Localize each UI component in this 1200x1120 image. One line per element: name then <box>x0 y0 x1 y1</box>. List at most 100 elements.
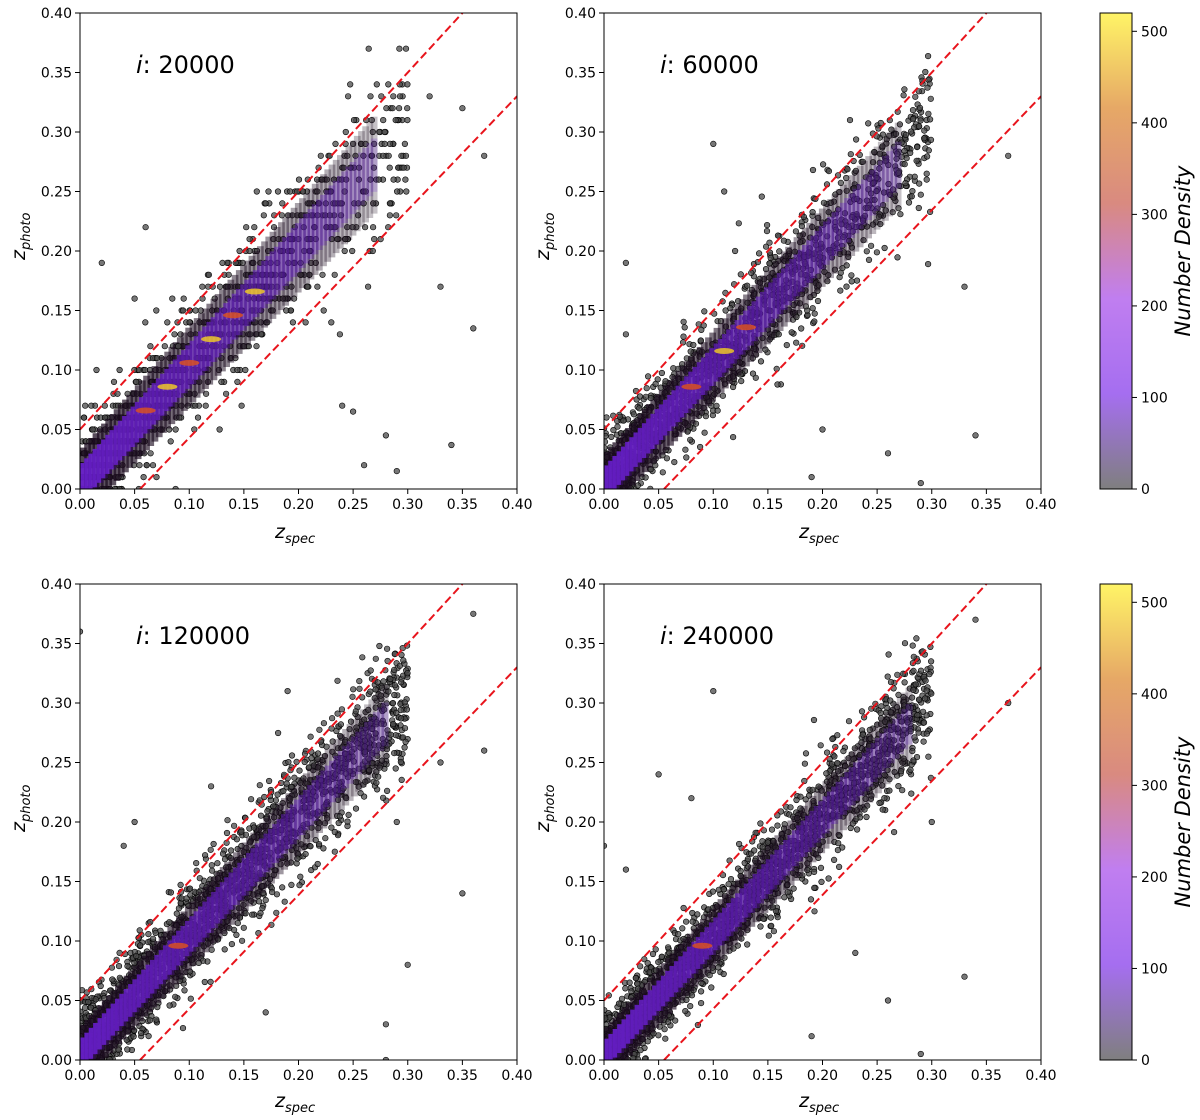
density-cell <box>743 310 750 351</box>
scatter-point <box>683 454 690 461</box>
scatter-point <box>850 185 858 192</box>
outlier-point <box>262 1009 269 1016</box>
density-cell <box>696 362 704 400</box>
scatter-point <box>924 52 932 60</box>
scatter-point <box>373 81 380 88</box>
scatter-point <box>365 45 372 52</box>
scatter-point <box>240 343 248 350</box>
scatter-point <box>798 223 806 230</box>
scatter-point <box>670 365 677 372</box>
scatter-point <box>814 297 822 305</box>
density-cell <box>307 209 315 259</box>
density-cell <box>709 348 716 386</box>
scatter-point <box>922 68 929 76</box>
y-tick-label: 0.35 <box>41 66 72 82</box>
scatter-point <box>274 259 281 267</box>
x-tick-label: 0.00 <box>588 497 619 513</box>
y-axis-label-2: zphoto <box>532 212 558 261</box>
scatter-point <box>386 140 394 147</box>
scatter-point <box>840 249 848 256</box>
scatter-point <box>147 450 154 457</box>
scatter-point <box>868 168 875 175</box>
scatter-point <box>235 905 242 912</box>
scatter-point <box>792 228 800 235</box>
scatter-point <box>657 384 664 391</box>
density-cell <box>370 116 378 214</box>
scatter-point <box>894 150 901 157</box>
scatter-point <box>909 106 917 114</box>
scatter-point <box>258 331 265 338</box>
scatter-point <box>342 236 349 243</box>
scatter-point <box>216 283 224 290</box>
scatter-point <box>177 881 184 889</box>
scatter-point <box>314 212 321 219</box>
scatter-point <box>186 885 194 892</box>
scatter-point <box>852 136 860 143</box>
density-cell <box>835 207 843 252</box>
scatter-point <box>825 272 832 279</box>
scatter-point <box>881 244 888 252</box>
panel-label-2: i: 60000 <box>660 51 759 79</box>
x-axis-label-3: zspec <box>274 1090 315 1116</box>
density-cell <box>337 155 344 249</box>
y-tick-label: 0.25 <box>41 756 72 772</box>
scatter-point <box>811 318 818 325</box>
scatter-point <box>243 224 250 231</box>
scatter-point <box>762 243 770 250</box>
scatter-point <box>815 273 822 280</box>
scatter-point <box>381 128 388 136</box>
scatter-point <box>879 131 887 138</box>
x-tick-label: 0.30 <box>916 497 947 513</box>
density-cell <box>873 146 881 230</box>
scatter-point <box>374 752 381 759</box>
scatter-point <box>288 752 296 759</box>
scatter-point <box>133 378 140 386</box>
scatter-point <box>323 224 330 231</box>
y-tick-label: 0.05 <box>41 994 72 1010</box>
scatter-point <box>340 164 347 171</box>
scatter-point <box>259 271 266 278</box>
scatter-point <box>391 682 399 689</box>
density-cell <box>759 291 767 333</box>
density-cell <box>667 395 674 431</box>
scatter-point <box>216 426 223 433</box>
density-cell <box>181 350 188 394</box>
scatter-point <box>701 429 708 436</box>
scatter-point <box>756 279 764 286</box>
panel-2: 0.00 0.05 0.10 0.15 0.20 0.25 0.30 0.35 0.40 0.0… <box>532 6 1057 547</box>
outlier-point <box>153 474 160 481</box>
scatter-point <box>288 283 295 290</box>
scatter-point <box>875 213 883 220</box>
scatter-point <box>367 176 374 183</box>
y-tick-label: 0.05 <box>41 423 72 439</box>
scatter-point <box>895 205 902 212</box>
scatter-point <box>790 885 797 892</box>
scatter-point <box>608 433 615 441</box>
density-cell <box>223 303 230 349</box>
scatter-point <box>323 743 330 750</box>
density-cell <box>214 312 222 358</box>
scatter-point <box>870 179 877 187</box>
outlier-point <box>284 687 291 695</box>
scatter-point <box>809 305 816 312</box>
y-tick-label: 0.35 <box>41 637 72 653</box>
scatter-point <box>900 92 907 99</box>
scatter-point <box>335 819 342 827</box>
scatter-point <box>372 655 379 662</box>
density-cell <box>324 190 332 241</box>
scatter-point <box>329 715 336 722</box>
outlier-point <box>470 325 477 332</box>
density-cell <box>151 383 159 425</box>
outlier-point <box>437 759 444 766</box>
scatter-point <box>135 366 143 374</box>
scatter-point <box>873 174 880 182</box>
scatter-point <box>785 295 792 302</box>
scatter-point <box>301 750 309 757</box>
scatter-point <box>380 152 387 159</box>
scatter-point <box>320 845 327 852</box>
density-cell <box>882 155 889 202</box>
y-tick-label: 0.10 <box>565 363 596 379</box>
density-cell <box>341 150 348 245</box>
scatter-point <box>153 1016 160 1023</box>
scatter-point <box>737 271 744 278</box>
